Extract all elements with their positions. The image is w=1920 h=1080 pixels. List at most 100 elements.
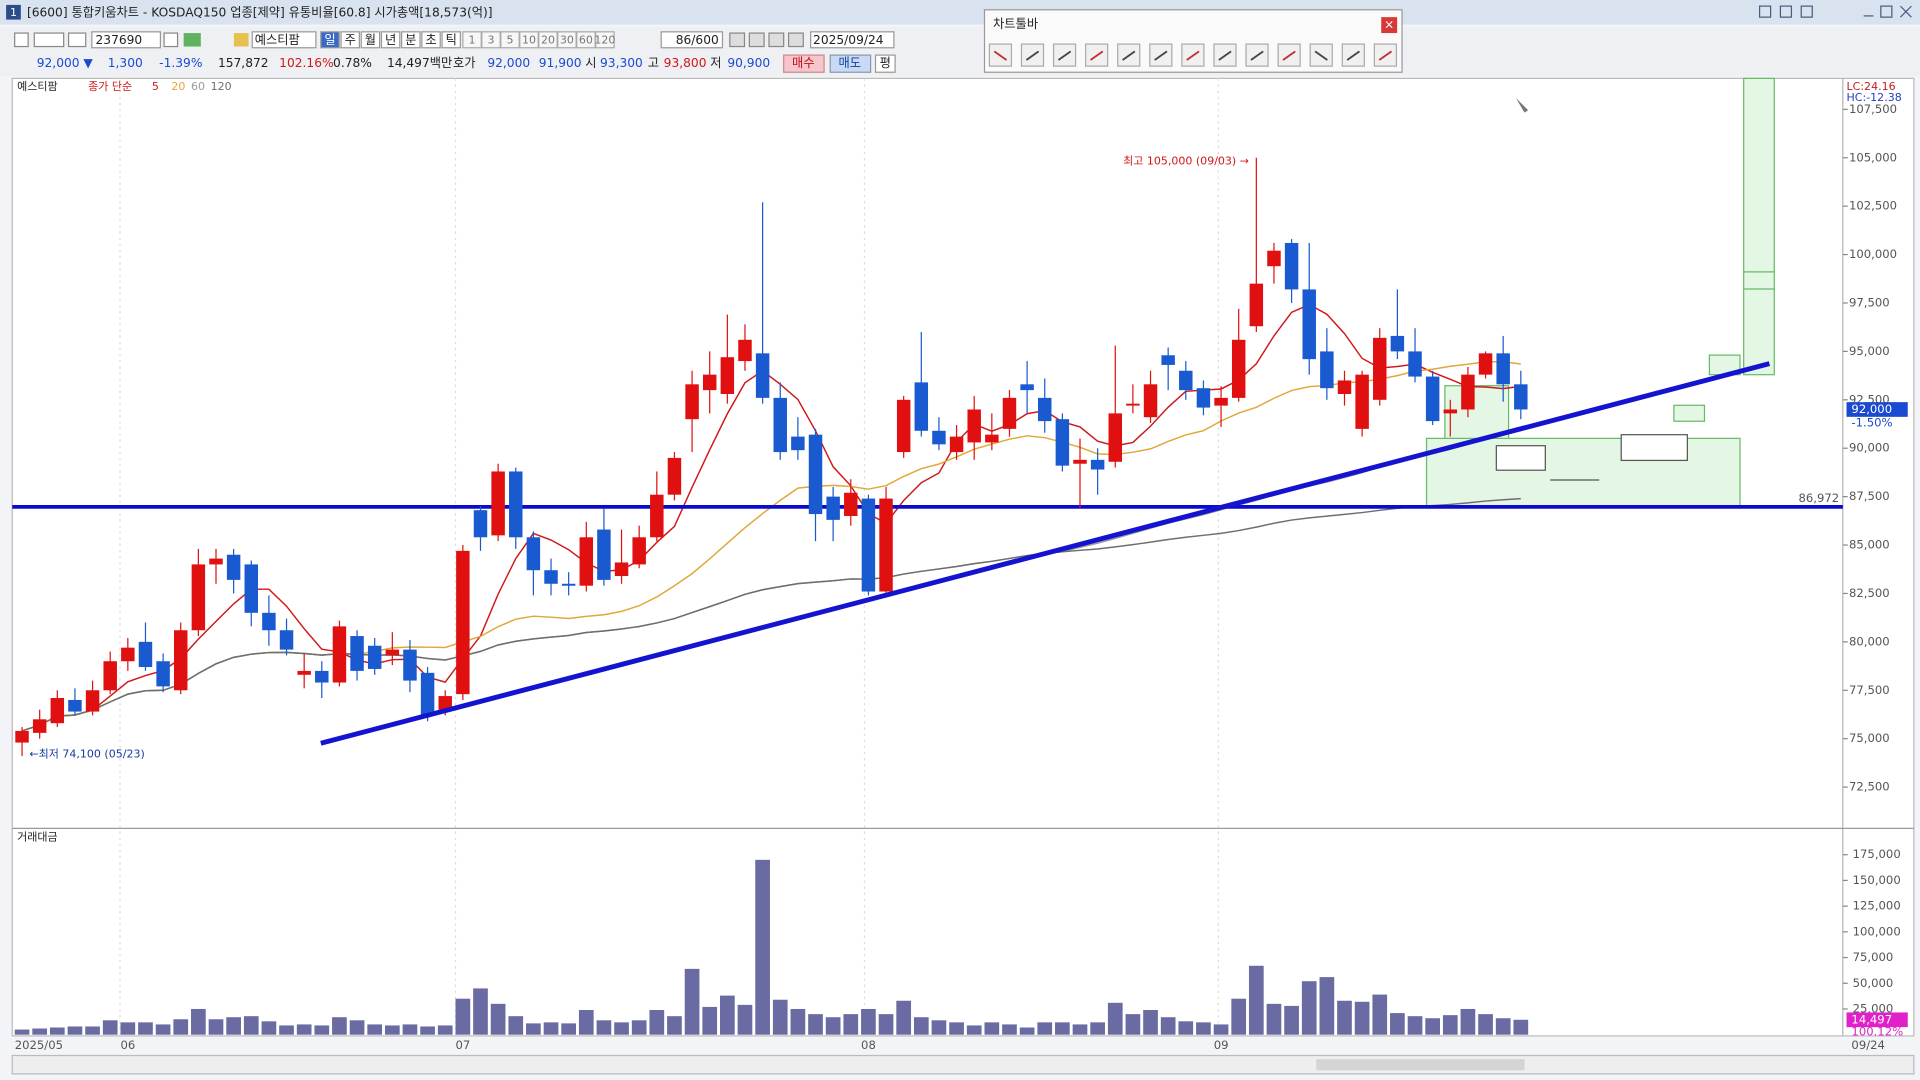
eval-button[interactable] bbox=[874, 54, 896, 73]
maximize[interactable] bbox=[1880, 5, 1893, 18]
icon[interactable] bbox=[183, 33, 201, 47]
candle-body bbox=[1020, 384, 1034, 391]
control-icon[interactable] bbox=[1758, 5, 1772, 18]
candle-body bbox=[1073, 459, 1087, 464]
tool-glyph bbox=[1057, 50, 1072, 61]
period-button[interactable] bbox=[421, 31, 441, 49]
candle-body bbox=[491, 471, 505, 536]
volume-bar bbox=[243, 1016, 259, 1035]
icon[interactable] bbox=[748, 32, 765, 48]
volume-bar bbox=[85, 1026, 100, 1035]
x-tick-label: 06 bbox=[120, 1038, 135, 1052]
candle-body bbox=[861, 498, 876, 592]
icon[interactable] bbox=[233, 33, 249, 47]
volume-bar bbox=[1337, 1000, 1352, 1035]
candle-body bbox=[932, 430, 946, 445]
y-tick-label: 107,500 bbox=[1849, 102, 1897, 116]
x-tick-label: 07 bbox=[456, 1038, 471, 1052]
icon[interactable] bbox=[67, 32, 87, 48]
tool-glyph bbox=[993, 50, 1008, 61]
popup-close[interactable] bbox=[1381, 17, 1398, 34]
volume-bar bbox=[1513, 1019, 1529, 1035]
period-button[interactable] bbox=[320, 31, 340, 49]
sell-label: 매도 bbox=[839, 56, 862, 70]
count-box[interactable] bbox=[660, 31, 724, 49]
candle-body bbox=[544, 570, 558, 584]
box bbox=[1743, 77, 1775, 376]
control-icon[interactable] bbox=[1779, 5, 1793, 18]
candle-body bbox=[121, 647, 135, 662]
volume-bar bbox=[614, 1022, 629, 1035]
window-controls[interactable] bbox=[1758, 5, 1912, 18]
y-tick-label: 72,500 bbox=[1849, 780, 1890, 794]
date: 2025/09/24 bbox=[813, 33, 884, 47]
period-button[interactable] bbox=[380, 31, 401, 49]
candle-body bbox=[1284, 242, 1299, 290]
candle-body bbox=[297, 670, 311, 675]
quote-amount: 14,497백만 bbox=[387, 56, 452, 70]
buy-button[interactable] bbox=[783, 54, 825, 73]
icon[interactable] bbox=[729, 32, 746, 48]
tool-glyph bbox=[1122, 50, 1136, 61]
candle-body bbox=[985, 434, 999, 443]
code-input[interactable] bbox=[91, 31, 162, 49]
candle-body bbox=[1090, 459, 1105, 470]
quote-price: 92,000 ▼ bbox=[37, 56, 94, 70]
count: 86/600 bbox=[676, 33, 719, 47]
popup-close-label: × bbox=[1384, 18, 1394, 32]
tool-glyph bbox=[1282, 50, 1296, 61]
quote-change: 1,300 bbox=[108, 56, 143, 70]
volume-bar bbox=[931, 1020, 947, 1035]
candle-body bbox=[138, 641, 153, 668]
icon[interactable] bbox=[787, 32, 804, 48]
tool-glyph bbox=[1154, 50, 1168, 61]
eval-label: 평 bbox=[880, 56, 891, 70]
volume-bar bbox=[561, 1023, 576, 1035]
x-tick-label: 09/24 bbox=[1851, 1038, 1885, 1052]
lc-label: LC:24.16 bbox=[1847, 80, 1896, 93]
ma-period: 120 bbox=[211, 80, 232, 93]
candle-body bbox=[702, 374, 717, 391]
period-button[interactable] bbox=[441, 31, 462, 49]
toolbar-icons[interactable] bbox=[14, 32, 804, 48]
control-icon[interactable] bbox=[1800, 5, 1813, 18]
date-input[interactable] bbox=[810, 31, 895, 49]
x-tick-label: 09 bbox=[1214, 1038, 1229, 1052]
scroll-thumb[interactable] bbox=[1316, 1059, 1525, 1071]
candle-body bbox=[1126, 403, 1140, 406]
candle-body bbox=[1108, 413, 1122, 462]
candle-body bbox=[896, 399, 911, 453]
y-axis-area bbox=[1842, 77, 1915, 1037]
period-button[interactable] bbox=[401, 31, 421, 49]
app-icon-label: 1 bbox=[10, 6, 17, 19]
close[interactable] bbox=[1899, 5, 1912, 18]
candle-body bbox=[650, 494, 664, 538]
volume-bar bbox=[1055, 1022, 1070, 1035]
icon[interactable] bbox=[163, 32, 179, 48]
volume-bar bbox=[578, 1010, 594, 1035]
period-button[interactable] bbox=[340, 31, 360, 49]
period-button[interactable] bbox=[360, 31, 381, 49]
icon[interactable] bbox=[33, 32, 65, 48]
candle-body bbox=[332, 626, 347, 683]
candle-body bbox=[720, 357, 735, 395]
name-input[interactable] bbox=[251, 31, 317, 49]
interval-button[interactable] bbox=[595, 31, 615, 49]
volume-bar bbox=[966, 1025, 982, 1035]
ma-period: 5 bbox=[152, 80, 159, 93]
box bbox=[1673, 404, 1706, 422]
scrollbar[interactable] bbox=[11, 1054, 1915, 1075]
x-tick-label: 2025/05 bbox=[15, 1038, 63, 1052]
icon[interactable] bbox=[768, 32, 785, 48]
trendline bbox=[320, 361, 1771, 746]
candle-body bbox=[1390, 335, 1405, 352]
y-tick-label: 77,500 bbox=[1849, 683, 1890, 697]
volume-bar bbox=[191, 1008, 206, 1035]
candle-body bbox=[949, 436, 964, 453]
legend-name: 예스티팜 bbox=[17, 80, 58, 93]
candle-body bbox=[103, 661, 117, 691]
icon[interactable] bbox=[14, 32, 29, 48]
candle-body bbox=[1478, 353, 1493, 375]
stock-name: 예스티팜 bbox=[255, 33, 300, 47]
sell-button[interactable] bbox=[829, 54, 872, 73]
